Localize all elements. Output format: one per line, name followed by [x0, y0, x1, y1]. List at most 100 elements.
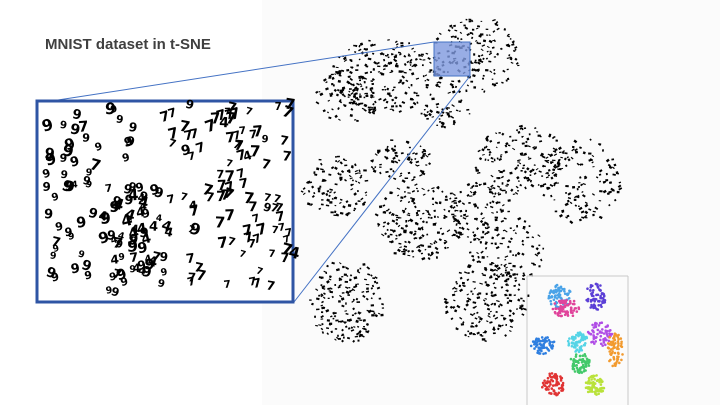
zoom-digit-glyph: 7: [238, 176, 250, 192]
zoom-digit-glyph: 9: [69, 154, 81, 171]
zoom-digit-glyph: 4: [117, 230, 127, 242]
zoom-digit-glyph: 9: [128, 120, 139, 135]
zoom-digit-glyph: 7: [281, 149, 292, 165]
zoom-digit-glyph: 7: [193, 260, 205, 277]
zoom-digit-glyph: 7: [215, 107, 228, 125]
zoom-digit-glyph: 7: [224, 106, 231, 117]
zoom-digit-glyph: 9: [59, 152, 67, 165]
zoom-digit-glyph: 7: [242, 230, 255, 247]
zoom-digit-glyph: 9: [105, 285, 113, 297]
zoom-digit-glyph: 7: [205, 189, 215, 205]
zoom-digit-glyph: 7: [235, 165, 247, 181]
zoom-digit-glyph: 7: [188, 125, 200, 141]
zoom-digit-glyph: 7: [226, 235, 237, 249]
zoom-digit-glyph: 7: [78, 118, 89, 136]
zoom-digit-glyph: 7: [200, 180, 215, 200]
zoom-digit-glyph: 7: [284, 225, 294, 239]
zoom-digit-glyph: 7: [254, 219, 269, 239]
zoom-digit-glyph: 9: [108, 271, 117, 284]
zoom-digit-glyph: 7: [187, 270, 196, 284]
zoom-digit-glyph: 7: [223, 107, 236, 124]
zoom-digit-glyph: 7: [279, 132, 290, 148]
zoom-digit-glyph: 9: [49, 250, 57, 262]
zoom-digit-glyph: 9: [141, 264, 153, 281]
zoom-digit-glyph: 7: [227, 104, 242, 124]
zoom-digit-glyph: 7: [216, 233, 229, 252]
zoom-digit-glyph: 9: [122, 181, 134, 198]
zoom-digit-glyph: 7: [231, 139, 242, 153]
tsne-cluster: [443, 260, 530, 343]
zoom-digit-glyph: 4: [148, 219, 158, 235]
zoom-digit-glyph: 9: [71, 107, 83, 123]
zoom-digit-glyph: 9: [180, 142, 193, 160]
zoom-digit-glyph: 9: [110, 284, 122, 300]
zoom-digit-glyph: 9: [43, 145, 56, 164]
zoom-digit-glyph: 7: [225, 108, 238, 128]
tsne-cluster: [468, 216, 545, 283]
connector-line-top: [57, 41, 435, 101]
zoom-digit-glyph: 9: [93, 140, 104, 154]
zoom-digit-glyph: 4: [109, 234, 119, 247]
zoom-digit-glyph: 9: [60, 169, 69, 182]
zoom-digit-glyph: 4: [137, 192, 146, 205]
tsne-cluster: [315, 66, 377, 122]
zoom-digit-glyph: 7: [150, 249, 162, 266]
zoom-digit-glyph: 4: [140, 230, 153, 248]
zoom-digit-glyph: 9: [100, 210, 111, 228]
zoom-digit-glyph: 9: [70, 261, 81, 277]
zoom-digit-glyph: 9: [42, 180, 51, 194]
zoom-digit-glyph: 9: [114, 238, 125, 252]
zoom-digit-glyph: 7: [280, 251, 289, 266]
zoom-digit-glyph: 7: [220, 187, 230, 203]
zoom-digit-glyph: 4: [130, 222, 139, 236]
zoom-digit-glyph: 4: [139, 200, 148, 213]
zoom-digit-glyph: 7: [195, 267, 208, 284]
zoom-digit-glyph: 4: [137, 193, 151, 212]
zoom-digit-glyph: 7: [269, 201, 280, 216]
zoom-digit-glyph: 7: [185, 251, 196, 267]
zoom-digit-glyph: 9: [184, 97, 195, 113]
zoom-digit-glyph: 9: [159, 250, 169, 265]
zoom-digit-glyph: 9: [119, 275, 129, 289]
zoom-digit-glyph: 7: [283, 95, 296, 113]
zoom-digit-glyph: 7: [223, 179, 237, 196]
zoom-digit-glyph: 7: [111, 265, 123, 282]
zoom-digit-glyph: 7: [251, 275, 262, 291]
zoom-digit-glyph: 9: [105, 228, 116, 244]
zoom-digit-glyph: 9: [130, 236, 137, 247]
zoom-digit-glyph: 4: [136, 221, 148, 238]
zoom-digit-glyph: 7: [217, 178, 227, 194]
inset-cluster: [584, 374, 606, 396]
zoom-digit-glyph: 7: [158, 108, 171, 126]
tsne-cluster: [474, 124, 571, 195]
inset-cluster: [551, 299, 581, 318]
tsne-cluster: [374, 183, 467, 261]
zoom-digit-glyph: 7: [249, 127, 258, 142]
zoom-digit-glyph: 9: [144, 257, 154, 273]
zoom-digit-glyph: 7: [249, 142, 260, 160]
zoom-digit-glyph: 9: [44, 264, 58, 282]
zoom-digit-glyph: 7: [251, 231, 263, 247]
zoom-digit-glyph: 9: [76, 215, 88, 232]
zoom-digit-glyph: 4: [155, 214, 162, 225]
zoom-digit-glyph: 7: [233, 138, 244, 155]
zoom-digit-glyph: 9: [111, 194, 123, 211]
zoom-digit-glyph: 9: [80, 257, 94, 275]
zoom-digit-glyph: 7: [251, 211, 262, 225]
zoom-digit-glyph: 7: [183, 128, 195, 144]
zoom-digit-glyph: 9: [44, 152, 52, 164]
zoom-digit-glyph: 9: [64, 225, 73, 240]
zoom-digit-glyph: 9: [77, 249, 86, 261]
zoom-digit-glyph: 9: [115, 112, 124, 126]
zoom-digit-glyph: 9: [118, 252, 125, 263]
zoom-digit-glyph: 7: [225, 158, 234, 170]
zoom-digit-glyph: 9: [129, 264, 136, 275]
zoom-digit-glyph: 9: [148, 181, 162, 199]
zoom-digit-glyph: 7: [274, 200, 284, 215]
zoom-digit-glyph: 7: [179, 192, 189, 204]
zoom-digit-glyph: 9: [124, 134, 137, 151]
zoom-digit-glyph: 9: [156, 277, 166, 290]
zoom-digit-glyph: 7: [224, 167, 235, 185]
zoom-digit-glyph: 4: [126, 223, 140, 243]
tsne-cluster: [420, 90, 471, 129]
